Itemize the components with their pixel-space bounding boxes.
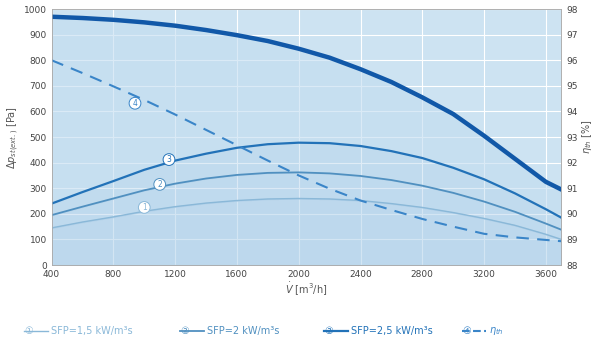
Text: SFP=1,5 kW/m³s: SFP=1,5 kW/m³s bbox=[51, 326, 133, 335]
Text: ②: ② bbox=[180, 326, 189, 335]
Text: ④: ④ bbox=[462, 326, 471, 335]
Text: SFP=2,5 kW/m³s: SFP=2,5 kW/m³s bbox=[351, 326, 433, 335]
Y-axis label: $\Delta p_{st(ext.)}$ [Pa]: $\Delta p_{st(ext.)}$ [Pa] bbox=[5, 105, 21, 168]
Text: 2: 2 bbox=[157, 180, 162, 189]
Text: $\eta_{th}$: $\eta_{th}$ bbox=[489, 325, 503, 337]
Text: 3: 3 bbox=[167, 155, 172, 164]
Text: 4: 4 bbox=[133, 99, 137, 108]
X-axis label: $\dot{V}$ [m$^3$/h]: $\dot{V}$ [m$^3$/h] bbox=[285, 280, 328, 297]
Text: ③: ③ bbox=[324, 326, 333, 335]
Text: 1: 1 bbox=[142, 203, 146, 212]
Y-axis label: $\eta_{th}$ [%]: $\eta_{th}$ [%] bbox=[580, 120, 595, 155]
Text: SFP=2 kW/m³s: SFP=2 kW/m³s bbox=[207, 326, 280, 335]
Text: ①: ① bbox=[24, 326, 33, 335]
